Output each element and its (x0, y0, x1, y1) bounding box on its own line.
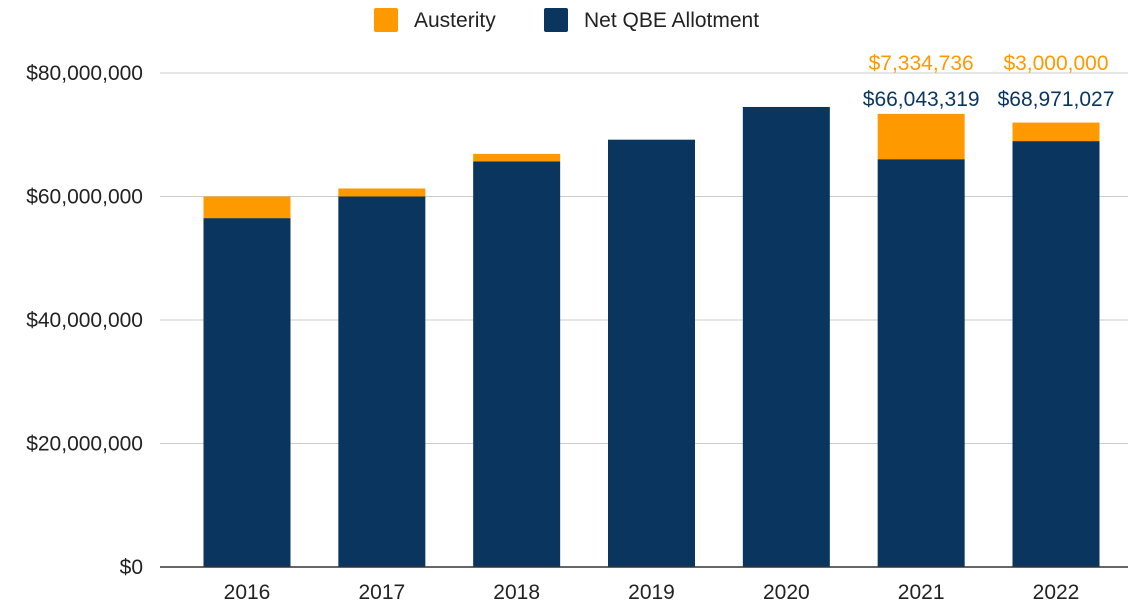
data-labels: $7,334,736 $66,043,319 $3,000,000 $68,971,0… (863, 52, 1115, 111)
chart-legend: Austerity Net QBE Allotment (374, 8, 759, 32)
bar-net-qbe-allotment-2019 (608, 139, 695, 567)
bar-austerity-2017 (338, 188, 426, 197)
x-tick-label: 2021 (898, 581, 945, 604)
data-label-net-qbe-allotment-2022: $68,971,027 (998, 88, 1115, 111)
data-label-net-qbe-allotment-2021: $66,043,319 (863, 88, 980, 111)
bar-austerity-2022 (1012, 122, 1100, 142)
y-axis-ticks: $0 $20,000,000 $40,000,000 $60,000,000 $80,0… (26, 62, 143, 579)
bar-net-qbe-allotment-2016 (203, 218, 291, 568)
bar-austerity-2016 (203, 196, 291, 219)
y-tick-label: $80,000,000 (26, 62, 143, 85)
x-tick-label: 2016 (224, 581, 271, 604)
bar-austerity-2021 (877, 113, 965, 160)
x-tick-label: 2017 (358, 581, 405, 604)
y-tick-label: $60,000,000 (26, 186, 143, 209)
y-tick-label: $0 (120, 556, 143, 579)
x-tick-label: 2020 (763, 581, 810, 604)
x-axis-ticks: 2016 2017 2018 2019 2020 2021 2022 (224, 581, 1080, 604)
x-tick-label: 2018 (493, 581, 540, 604)
legend-label-net-qbe-allotment: Net QBE Allotment (584, 9, 759, 32)
legend-swatch-net-qbe-allotment (544, 8, 568, 32)
data-label-austerity-2021: $7,334,736 (869, 52, 974, 75)
legend-label-austerity: Austerity (414, 9, 496, 32)
data-label-austerity-2022: $3,000,000 (1003, 52, 1108, 75)
bar-net-qbe-allotment-2022 (1012, 141, 1100, 567)
y-tick-label: $40,000,000 (26, 309, 143, 332)
bar-net-qbe-allotment-2017 (338, 196, 426, 567)
y-tick-label: $20,000,000 (26, 433, 143, 456)
bar-net-qbe-allotment-2018 (473, 161, 561, 568)
bars (203, 106, 1100, 568)
x-tick-label: 2022 (1033, 581, 1080, 604)
bar-net-qbe-allotment-2020 (742, 106, 830, 568)
legend-swatch-austerity (374, 8, 398, 32)
bar-net-qbe-allotment-2021 (877, 159, 965, 568)
bar-austerity-2018 (473, 153, 561, 162)
x-tick-label: 2019 (628, 581, 675, 604)
